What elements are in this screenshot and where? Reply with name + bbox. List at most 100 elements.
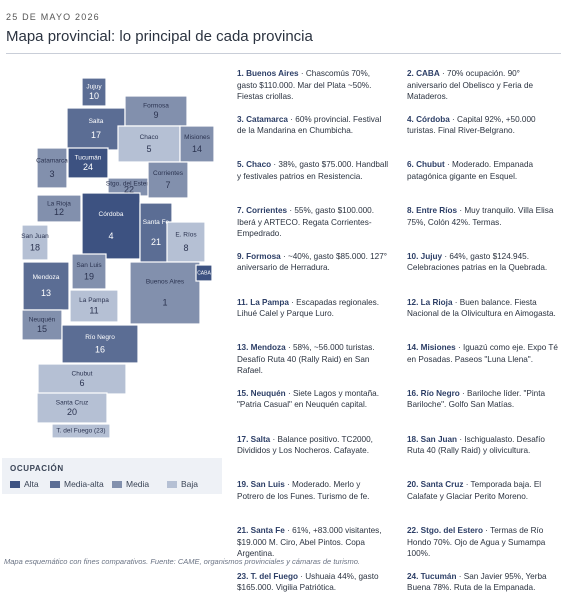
note-label: 2. CABA xyxy=(407,69,440,78)
note: 24. Tucumán · San Javier 95%, Yerba Buen… xyxy=(407,571,559,594)
note-label: 20. Santa Cruz xyxy=(407,480,464,490)
province-name: Córdoba xyxy=(99,211,124,218)
province-number: 12 xyxy=(54,207,64,217)
legend-swatch xyxy=(167,480,177,488)
province-name: Chaco xyxy=(140,134,159,141)
province xyxy=(22,261,70,311)
note-text: · 55%, gasto $100.000. Iberá y ARTECO. R… xyxy=(237,206,375,239)
province xyxy=(21,224,49,261)
province xyxy=(37,363,127,395)
legend-swatch xyxy=(10,480,20,488)
province-name: Formosa xyxy=(143,102,169,109)
note-text: · Moderado. Empanada patagónica gigante … xyxy=(407,160,534,181)
province xyxy=(71,253,107,290)
province xyxy=(124,95,188,127)
province xyxy=(21,309,63,341)
note-label: 18. San Juan xyxy=(407,434,458,444)
province xyxy=(51,423,111,439)
note-text: · Bariloche líder. "Pinta Bariloche". Go… xyxy=(407,388,546,410)
legend-swatch xyxy=(112,480,122,488)
note-label: 23. T. del Fuego xyxy=(237,571,298,581)
province-number: 16 xyxy=(95,344,105,354)
province xyxy=(129,261,201,325)
province-number: 7 xyxy=(165,180,170,190)
legend-title: OCUPACIÓN xyxy=(10,464,64,473)
legend: OCUPACIÓN Alta Media-alta Media Baja xyxy=(2,458,222,494)
note-label: 3. Catamarca xyxy=(237,114,288,124)
note: 8. Entre Ríos · Muy tranquilo. Villa Eli… xyxy=(407,205,559,228)
province-name: Tucumán xyxy=(75,154,102,161)
note-label: 10. Jujuy xyxy=(407,251,443,261)
province-name: Stgo. del Estero xyxy=(106,180,153,187)
note-text: · Chascomús 70%, gasto $110.000. Mar del… xyxy=(237,69,372,101)
note: 1. Buenos Aires · Chascomús 70%, gasto $… xyxy=(237,68,389,103)
note: 23. T. del Fuego · Ushuaia 44%, gasto $1… xyxy=(237,571,389,594)
note-text: · 38%, gasto $75.000. Handball y festiva… xyxy=(237,160,389,181)
note-label: 22. Stgo. del Estero xyxy=(407,526,483,535)
province xyxy=(36,147,68,189)
province-number: 22 xyxy=(124,184,134,194)
province-number: 4 xyxy=(108,231,113,241)
province-number: 11 xyxy=(89,305,98,315)
province-number: 14 xyxy=(192,144,202,154)
province-name: Buenos Aires xyxy=(146,279,185,286)
note-text: · 60% provincial. Festival de la Mandari… xyxy=(237,114,382,136)
province-name: Corrientes xyxy=(153,170,184,177)
province-number: 3 xyxy=(49,169,54,179)
note-text: · Termas de Río Hondo 70%. Ojo de Agua y… xyxy=(407,526,546,558)
legend-label: Alta xyxy=(24,479,39,489)
legend-item: Media-alta xyxy=(50,479,104,489)
province xyxy=(36,392,108,424)
divider xyxy=(6,53,561,54)
note-label: 7. Corrientes xyxy=(237,206,288,216)
province-name: La Rioja xyxy=(47,200,71,207)
note: 2. CABA · 70% ocupación. 90° aniversario… xyxy=(407,68,559,103)
note-label: 9. Formosa xyxy=(237,251,281,261)
province-name: Salta xyxy=(89,118,104,125)
province xyxy=(179,125,215,163)
note: 22. Stgo. del Estero · Termas de Río Hon… xyxy=(407,525,559,560)
note-text: · Moderado. Merlo y Potrero de los Funes… xyxy=(237,480,370,501)
province-name: Chubut xyxy=(72,370,93,377)
province xyxy=(81,77,107,107)
province-number: 18 xyxy=(30,242,40,252)
note-text: · Buen balance. Fiesta Nacional de la Ol… xyxy=(407,297,556,319)
note-label: 6. Chubut xyxy=(407,160,445,170)
province xyxy=(166,221,206,263)
note-text: · Siete Lagos y montaña. "Patria Casual"… xyxy=(237,388,379,410)
note-label: 14. Misiones xyxy=(407,343,456,353)
legend-item: Media xyxy=(112,479,149,489)
note: 4. Córdoba · Capital 92%, +50.000 turist… xyxy=(407,114,559,137)
note-label: 8. Entre Ríos xyxy=(407,206,458,216)
note-text: · 64%, gasto $124.945. Celebraciones pat… xyxy=(407,251,548,273)
province-name: San Juan xyxy=(21,233,49,240)
province xyxy=(66,107,126,151)
note: 19. San Luis · Moderado. Merlo y Potrero… xyxy=(237,479,389,502)
note-text: · Iguazú como eje. Expo Té en Posadas. P… xyxy=(407,343,558,364)
province-number: 19 xyxy=(84,271,94,281)
province-number: 17 xyxy=(91,130,101,140)
province-name: E. Ríos xyxy=(175,232,197,239)
province-number: 5 xyxy=(146,144,151,154)
note: 13. Mendoza · 58%, ~56.000 turistas. Des… xyxy=(237,342,389,377)
province-name: San Luis xyxy=(76,262,102,269)
note: 21. Santa Fe · 61%, +83.000 visitantes, … xyxy=(237,525,389,560)
province-name: CABA xyxy=(197,270,211,276)
note-text: · Temporada baja. El Calafate y Glaciar … xyxy=(407,480,542,501)
province-name: Misiones xyxy=(184,134,210,141)
province-name: Mendoza xyxy=(33,274,60,281)
province-name: La Pampa xyxy=(79,297,109,304)
note: 11. La Pampa · Escapadas regionales. Lih… xyxy=(237,297,389,320)
note-label: 4. Córdoba xyxy=(407,114,450,124)
note-label: 1. Buenos Aires xyxy=(237,69,299,78)
legend-item: Alta xyxy=(10,479,39,489)
note-label: 11. La Pampa xyxy=(237,297,289,307)
note-text: · 58%, ~56.000 turistas. Desafío Ruta 40… xyxy=(237,343,375,376)
note: 3. Catamarca · 60% provincial. Festival … xyxy=(237,114,389,137)
province xyxy=(36,194,82,223)
note: 9. Formosa · ~40%, gasto $85.000. 127° a… xyxy=(237,251,389,274)
note-text: · Muy tranquilo. Villa Elisa 75%, Colón … xyxy=(407,206,554,227)
province-number: 8 xyxy=(183,243,188,253)
note-label: 13. Mendoza xyxy=(237,343,286,353)
note-label: 15. Neuquén xyxy=(237,388,286,398)
